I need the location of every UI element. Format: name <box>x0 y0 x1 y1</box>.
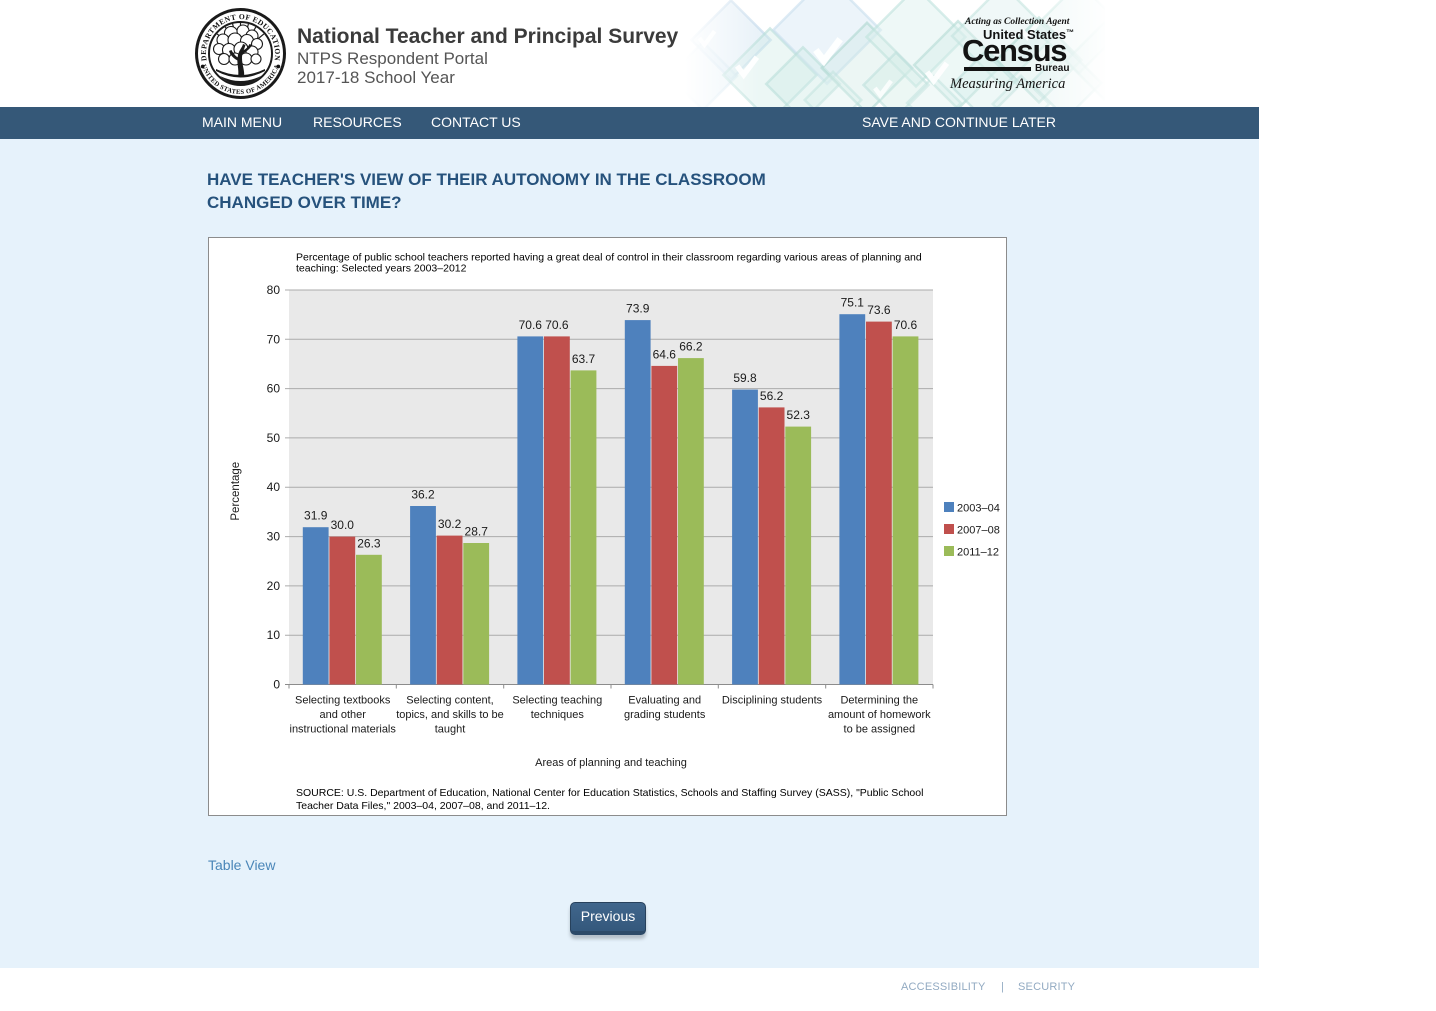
svg-text:73.6: 73.6 <box>867 303 891 317</box>
svg-text:2011–12: 2011–12 <box>957 547 999 559</box>
svg-text:Determining the: Determining the <box>840 695 918 707</box>
svg-text:31.9: 31.9 <box>304 509 328 523</box>
svg-text:70.6: 70.6 <box>894 318 918 332</box>
svg-text:grading students: grading students <box>624 709 706 721</box>
svg-text:Percentage of public school te: Percentage of public school teachers rep… <box>296 252 922 264</box>
svg-text:56.2: 56.2 <box>760 389 784 403</box>
svg-text:Selecting teaching: Selecting teaching <box>512 695 602 707</box>
svg-text:63.7: 63.7 <box>572 352 596 366</box>
svg-text:80: 80 <box>267 283 281 297</box>
svg-text:66.2: 66.2 <box>679 340 703 354</box>
svg-text:2003–04: 2003–04 <box>957 503 1000 515</box>
svg-text:20: 20 <box>267 579 281 593</box>
svg-text:Percentage: Percentage <box>230 462 242 521</box>
svg-text:amount of homework: amount of homework <box>828 709 931 721</box>
svg-text:30.0: 30.0 <box>331 518 355 532</box>
svg-text:40: 40 <box>267 480 281 494</box>
svg-text:Selecting textbooks: Selecting textbooks <box>295 695 391 707</box>
svg-text:52.3: 52.3 <box>787 408 811 422</box>
svg-text:70.6: 70.6 <box>519 318 543 332</box>
svg-text:64.6: 64.6 <box>653 347 677 361</box>
svg-text:10: 10 <box>267 628 281 642</box>
svg-text:36.2: 36.2 <box>411 488 435 502</box>
svg-text:Disciplining students: Disciplining students <box>722 695 823 707</box>
svg-text:Evaluating and: Evaluating and <box>628 695 701 707</box>
svg-text:60: 60 <box>267 382 281 396</box>
svg-text:30.2: 30.2 <box>438 517 462 531</box>
svg-text:techniques: techniques <box>531 709 585 721</box>
svg-text:75.1: 75.1 <box>841 296 865 310</box>
svg-text:30: 30 <box>267 530 281 544</box>
svg-text:and other: and other <box>319 709 366 721</box>
svg-text:70: 70 <box>267 332 281 346</box>
svg-text:instructional materials: instructional materials <box>290 724 397 736</box>
svg-text:to be assigned: to be assigned <box>844 724 916 736</box>
svg-text:taught: taught <box>435 724 466 736</box>
svg-text:73.9: 73.9 <box>626 302 650 316</box>
svg-text:28.7: 28.7 <box>465 525 489 539</box>
svg-text:Selecting content,: Selecting content, <box>406 695 493 707</box>
svg-text:70.6: 70.6 <box>545 318 569 332</box>
svg-text:SOURCE: U.S. Department of Edu: SOURCE: U.S. Department of Education, Na… <box>296 787 923 799</box>
svg-text:26.3: 26.3 <box>357 536 381 550</box>
svg-text:Areas of planning and teaching: Areas of planning and teaching <box>535 757 687 769</box>
svg-text:2007–08: 2007–08 <box>957 525 1000 537</box>
svg-text:Teacher Data Files," 2003–04,: Teacher Data Files," 2003–04, 2007–08, a… <box>296 800 550 812</box>
svg-text:topics, and skills to be: topics, and skills to be <box>396 709 504 721</box>
svg-text:teaching: Selected years 2003–: teaching: Selected years 2003–2012 <box>296 263 467 275</box>
svg-text:0: 0 <box>273 678 280 692</box>
svg-text:59.8: 59.8 <box>733 371 757 385</box>
svg-text:50: 50 <box>267 431 281 445</box>
